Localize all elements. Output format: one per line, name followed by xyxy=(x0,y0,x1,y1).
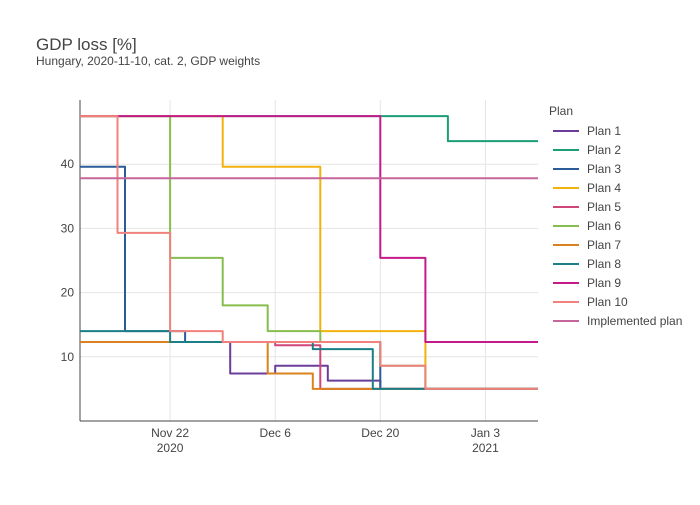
series-line-8 xyxy=(80,330,538,390)
y-tick-label: 10 xyxy=(61,350,75,364)
legend-label: Plan 7 xyxy=(587,238,621,252)
legend-item[interactable]: Plan 2 xyxy=(553,143,621,157)
legend-item[interactable]: Plan 4 xyxy=(553,181,621,195)
legend-item[interactable]: Plan 5 xyxy=(553,200,621,214)
chart-title: GDP loss [%] xyxy=(36,35,137,54)
legend-item[interactable]: Plan 7 xyxy=(553,238,621,252)
series-line-9 xyxy=(80,115,538,343)
series-line-3 xyxy=(80,165,538,390)
x-tick-label: Dec 6 xyxy=(260,426,292,440)
legend-item[interactable]: Plan 1 xyxy=(553,124,621,138)
x-tick-year-label: 2021 xyxy=(472,441,499,455)
legend-item[interactable]: Plan 9 xyxy=(553,276,621,290)
series-line-10 xyxy=(80,115,538,390)
legend-item[interactable]: Plan 3 xyxy=(553,162,621,176)
legend-label: Plan 9 xyxy=(587,276,621,290)
legend-item[interactable]: Implemented plan xyxy=(553,314,682,328)
y-tick-label: 30 xyxy=(61,221,75,235)
x-tick-label: Nov 22 xyxy=(151,426,189,440)
legend-label: Implemented plan xyxy=(587,314,682,328)
legend-label: Plan 6 xyxy=(587,219,621,233)
series-layer xyxy=(80,115,538,390)
legend-item[interactable]: Plan 8 xyxy=(553,257,621,271)
x-tick-label: Jan 3 xyxy=(471,426,501,440)
legend-label: Plan 10 xyxy=(587,295,628,309)
legend-item[interactable]: Plan 6 xyxy=(553,219,621,233)
legend-label: Plan 8 xyxy=(587,257,621,271)
chart-subtitle: Hungary, 2020-11-10, cat. 2, GDP weights xyxy=(36,54,260,68)
y-tick-label: 40 xyxy=(61,157,75,171)
legend-label: Plan 3 xyxy=(587,162,621,176)
legend-item[interactable]: Plan 10 xyxy=(553,295,628,309)
y-tick-label: 20 xyxy=(61,286,75,300)
legend-label: Plan 2 xyxy=(587,143,621,157)
legend-label: Plan 5 xyxy=(587,200,621,214)
legend[interactable]: Plan Plan 1 Plan 2 Plan 3 Plan 4 Plan 5 Plan … xyxy=(549,104,682,328)
x-tick-year-label: 2020 xyxy=(157,441,184,455)
legend-label: Plan 4 xyxy=(587,181,621,195)
legend-label: Plan 1 xyxy=(587,124,621,138)
x-tick-label: Dec 20 xyxy=(361,426,399,440)
legend-title: Plan xyxy=(549,104,573,118)
